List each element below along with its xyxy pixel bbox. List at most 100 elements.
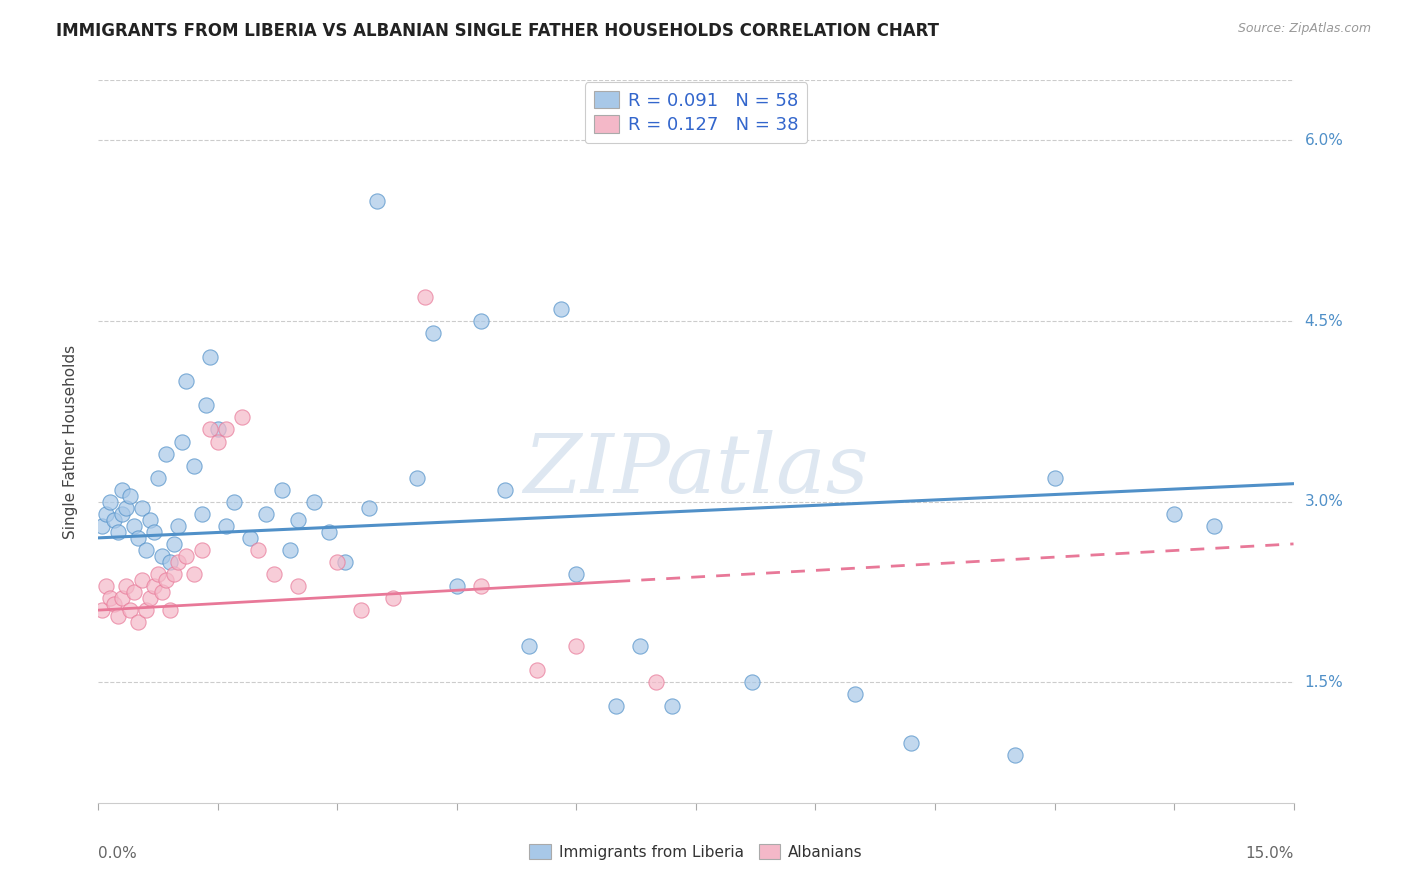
Point	[139, 591, 162, 606]
Point	[174, 549, 197, 563]
Point	[470, 314, 492, 328]
Point	[120, 489, 142, 503]
Text: IMMIGRANTS FROM LIBERIA VS ALBANIAN SINGLE FATHER HOUSEHOLDS CORRELATION CHART: IMMIGRANTS FROM LIBERIA VS ALBANIAN SING…	[56, 22, 939, 40]
Point	[215, 519, 238, 533]
Point	[195, 398, 218, 412]
Point	[565, 639, 588, 653]
Point	[91, 519, 114, 533]
Point	[115, 579, 138, 593]
Point	[183, 567, 205, 582]
Text: ZIPatlas: ZIPatlas	[523, 431, 869, 510]
Point	[107, 524, 129, 539]
Point	[382, 591, 405, 606]
Text: Source: ZipAtlas.com: Source: ZipAtlas.com	[1237, 22, 1371, 36]
Point	[96, 507, 118, 521]
Point	[900, 735, 922, 749]
Point	[406, 471, 429, 485]
Point	[550, 301, 572, 317]
Point	[278, 542, 301, 557]
Point	[191, 507, 214, 521]
Point	[287, 579, 309, 593]
Point	[150, 585, 173, 599]
Text: 6.0%: 6.0%	[1305, 133, 1344, 148]
Point	[413, 290, 436, 304]
Point	[91, 603, 114, 617]
Text: 0.0%: 0.0%	[98, 847, 138, 861]
Point	[628, 639, 651, 653]
Point	[1202, 519, 1225, 533]
Point	[366, 194, 388, 208]
Point	[174, 375, 197, 389]
Point	[302, 494, 325, 508]
Point	[96, 579, 118, 593]
Point	[172, 434, 194, 449]
Point	[159, 555, 181, 569]
Point	[124, 585, 146, 599]
Point	[183, 458, 205, 473]
Point	[263, 567, 285, 582]
Point	[1004, 747, 1026, 762]
Point	[131, 573, 153, 587]
Point	[446, 579, 468, 593]
Point	[215, 423, 238, 437]
Text: 4.5%: 4.5%	[1305, 314, 1343, 328]
Point	[124, 519, 146, 533]
Point	[167, 519, 190, 533]
Point	[494, 483, 516, 497]
Point	[111, 483, 134, 497]
Point	[1163, 507, 1185, 521]
Point	[143, 579, 166, 593]
Point	[111, 507, 134, 521]
Text: 15.0%: 15.0%	[1246, 847, 1294, 861]
Point	[287, 513, 309, 527]
Point	[111, 591, 134, 606]
Point	[159, 603, 181, 617]
Point	[103, 513, 125, 527]
Point	[198, 423, 221, 437]
Point	[318, 524, 340, 539]
Point	[98, 494, 122, 508]
Point	[191, 542, 214, 557]
Point	[207, 434, 229, 449]
Point	[517, 639, 540, 653]
Point	[661, 699, 683, 714]
Point	[139, 513, 162, 527]
Point	[148, 471, 170, 485]
Point	[127, 531, 149, 545]
Point	[605, 699, 627, 714]
Point	[1043, 471, 1066, 485]
Point	[163, 567, 186, 582]
Point	[741, 675, 763, 690]
Point	[115, 500, 138, 515]
Point	[167, 555, 190, 569]
Point	[645, 675, 668, 690]
Point	[198, 350, 221, 364]
Point	[107, 609, 129, 624]
Point	[350, 603, 373, 617]
Point	[135, 542, 157, 557]
Point	[335, 555, 357, 569]
Point	[470, 579, 492, 593]
Point	[143, 524, 166, 539]
Point	[239, 531, 262, 545]
Point	[326, 555, 349, 569]
Text: 3.0%: 3.0%	[1305, 494, 1344, 509]
Point	[222, 494, 245, 508]
Point	[131, 500, 153, 515]
Point	[231, 410, 253, 425]
Point	[103, 597, 125, 611]
Point	[98, 591, 122, 606]
Point	[359, 500, 381, 515]
Point	[163, 537, 186, 551]
Point	[127, 615, 149, 630]
Point	[207, 423, 229, 437]
Point	[155, 573, 177, 587]
Point	[150, 549, 173, 563]
Point	[565, 567, 588, 582]
Point	[155, 446, 177, 460]
Point	[526, 664, 548, 678]
Point	[844, 687, 866, 701]
Legend: Immigrants from Liberia, Albanians: Immigrants from Liberia, Albanians	[522, 837, 870, 867]
Point	[135, 603, 157, 617]
Point	[246, 542, 269, 557]
